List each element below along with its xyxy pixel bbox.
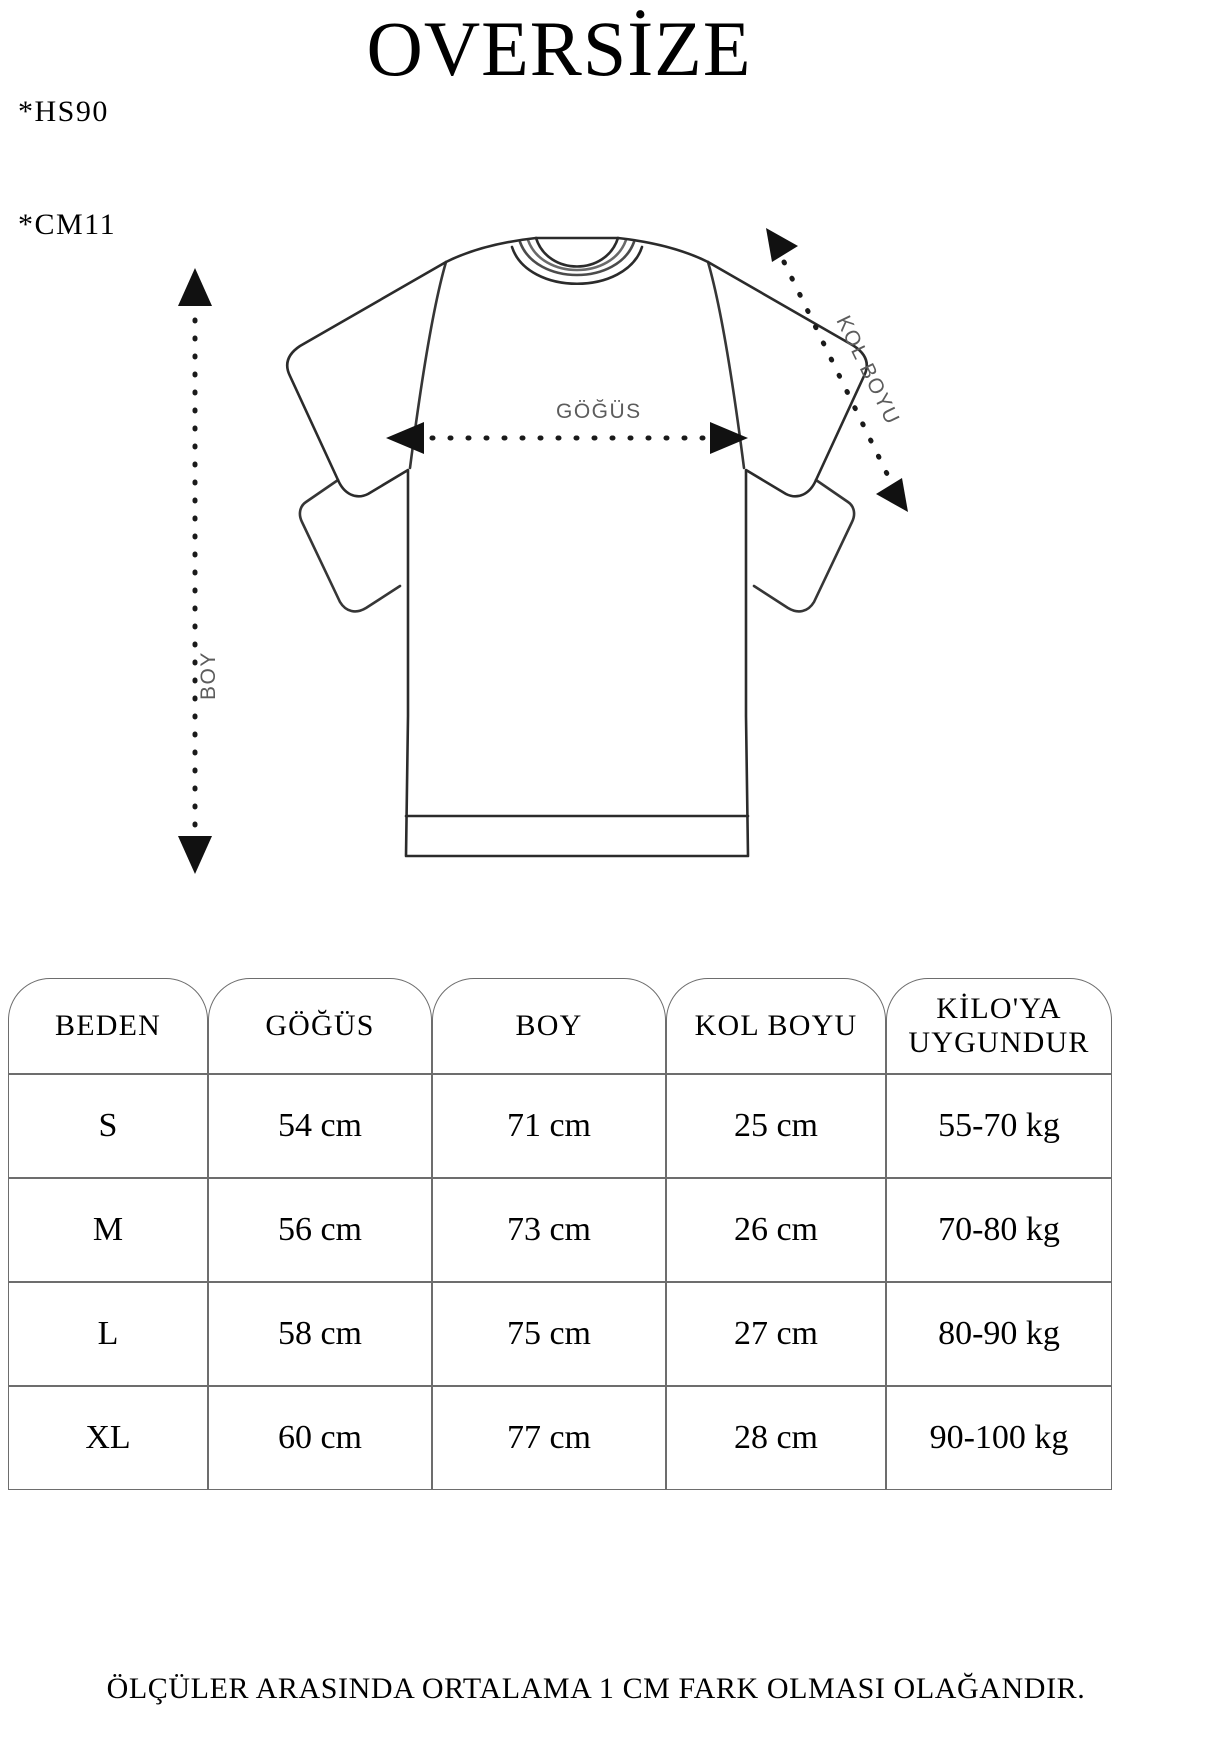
footer-note: ÖLÇÜLER ARASINDA ORTALAMA 1 CM FARK OLMA…: [106, 1672, 1086, 1705]
cell-kilo: 55-70 kg: [886, 1074, 1112, 1178]
cell-gogus: 54 cm: [208, 1074, 432, 1178]
cell-kol: 26 cm: [666, 1178, 886, 1282]
cell-kol: 27 cm: [666, 1282, 886, 1386]
cell-kilo: 70-80 kg: [886, 1178, 1112, 1282]
chest-measure-label: GÖĞÜS: [556, 400, 642, 423]
sleeve-measure-label: KOL BOYU: [832, 312, 905, 429]
length-measure-label: BOY: [197, 651, 220, 700]
cell-beden: XL: [8, 1386, 208, 1490]
column-header-gogus: GÖĞÜS: [208, 978, 432, 1074]
tshirt-diagram: GÖĞÜS KOL BOYU BOY: [0, 150, 1228, 950]
size-table-container: BEDEN GÖĞÜS BOY KOL BOYU KİLO'YA UYGUNDUR…: [8, 978, 1112, 1490]
table-row: S 54 cm 71 cm 25 cm 55-70 kg: [8, 1074, 1112, 1178]
cell-boy: 73 cm: [432, 1178, 666, 1282]
column-header-kol-boyu: KOL BOYU: [666, 978, 886, 1074]
cell-gogus: 58 cm: [208, 1282, 432, 1386]
chest-measure-arrow: [386, 422, 748, 454]
table-row: L 58 cm 75 cm 27 cm 80-90 kg: [8, 1282, 1112, 1386]
sleeve-measure-arrow: [766, 228, 908, 512]
length-measure-arrow: [178, 268, 212, 874]
cell-gogus: 56 cm: [208, 1178, 432, 1282]
table-row: XL 60 cm 77 cm 28 cm 90-100 kg: [8, 1386, 1112, 1490]
cell-boy: 77 cm: [432, 1386, 666, 1490]
cell-boy: 71 cm: [432, 1074, 666, 1178]
cell-boy: 75 cm: [432, 1282, 666, 1386]
product-code-line-1: *HS90: [18, 95, 109, 128]
kilo-head-line-1: KİLO'YA UYGUNDUR: [908, 991, 1090, 1060]
cell-kilo: 80-90 kg: [886, 1282, 1112, 1386]
cell-kilo: 90-100 kg: [886, 1386, 1112, 1490]
cell-beden: L: [8, 1282, 208, 1386]
cell-beden: S: [8, 1074, 208, 1178]
column-header-boy: BOY: [432, 978, 666, 1074]
page-title: OVERSİZE: [366, 5, 752, 92]
product-code-block: *HS90 *CM11: [18, 18, 116, 318]
column-header-beden: BEDEN: [8, 978, 208, 1074]
size-table: BEDEN GÖĞÜS BOY KOL BOYU KİLO'YA UYGUNDUR…: [8, 978, 1112, 1490]
cell-gogus: 60 cm: [208, 1386, 432, 1490]
table-header-row: BEDEN GÖĞÜS BOY KOL BOYU KİLO'YA UYGUNDUR: [8, 978, 1112, 1074]
cell-beden: M: [8, 1178, 208, 1282]
column-header-kiloya-uygundur: KİLO'YA UYGUNDUR: [886, 978, 1112, 1074]
cell-kol: 25 cm: [666, 1074, 886, 1178]
table-row: M 56 cm 73 cm 26 cm 70-80 kg: [8, 1178, 1112, 1282]
product-code-line-2: *CM11: [18, 207, 117, 241]
cell-kol: 28 cm: [666, 1386, 886, 1490]
